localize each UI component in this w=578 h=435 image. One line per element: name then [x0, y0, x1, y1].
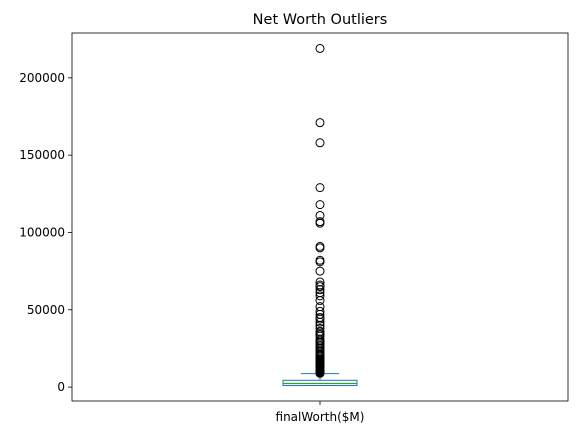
y-axis: 0 50000 100000 150000 200000	[19, 71, 72, 394]
outlier-point	[315, 317, 325, 327]
outlier-point	[315, 218, 325, 228]
outlier-point	[315, 285, 325, 295]
outlier-point	[315, 266, 325, 276]
y-tick-label: 100000	[19, 225, 65, 239]
iqr-box	[282, 379, 358, 387]
outlier-point	[315, 43, 325, 53]
y-tick-label: 50000	[27, 303, 65, 317]
y-tick-label: 200000	[19, 71, 65, 85]
outlier-point	[315, 118, 325, 128]
outlier-point	[315, 282, 325, 292]
y-tick-label: 0	[57, 380, 65, 394]
x-tick-label: finalWorth($M)	[276, 410, 365, 424]
plot-area	[71, 32, 569, 402]
outlier-point	[315, 314, 325, 324]
outlier-point	[315, 302, 325, 312]
outlier-point	[315, 295, 325, 305]
outlier-point	[315, 291, 325, 301]
chart-title: Net Worth Outliers	[253, 12, 388, 28]
outlier-point	[315, 138, 325, 148]
outlier-point	[315, 257, 325, 267]
outlier-point	[315, 183, 325, 193]
y-tick-label: 150000	[19, 148, 65, 162]
x-axis: finalWorth($M)	[276, 401, 365, 424]
outlier-point	[315, 200, 325, 210]
outlier-point	[315, 368, 325, 378]
outlier-point	[315, 243, 325, 253]
